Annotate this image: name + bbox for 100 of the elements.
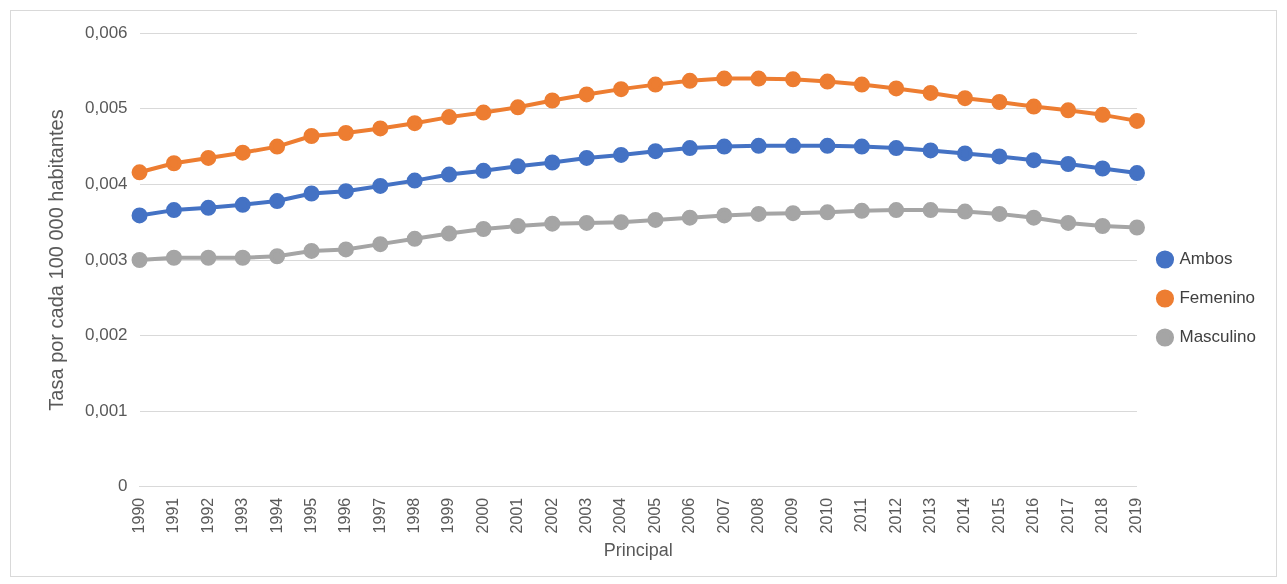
point	[785, 71, 802, 88]
x-tick-label: 2016	[1024, 497, 1042, 534]
point	[613, 214, 630, 231]
x-tick-label: 2006	[680, 497, 698, 534]
point	[372, 120, 389, 137]
point	[406, 230, 423, 247]
point	[819, 137, 836, 154]
y-tick-label: 0,004	[84, 174, 128, 194]
point	[922, 202, 939, 219]
legend-label: Ambos	[1179, 249, 1233, 269]
x-tick-label: 2010	[817, 497, 835, 534]
point	[269, 193, 286, 210]
point	[475, 221, 492, 238]
point	[750, 137, 767, 154]
point	[1060, 155, 1077, 172]
point	[441, 109, 458, 126]
x-tick-label: 2014	[955, 497, 973, 534]
point	[269, 138, 286, 155]
x-tick-label: 2000	[473, 497, 491, 534]
point	[957, 90, 973, 107]
x-tick-label: 2009	[783, 497, 801, 534]
point	[716, 70, 733, 87]
point	[1025, 209, 1042, 226]
point	[957, 203, 973, 220]
x-tick-label: 2002	[542, 497, 560, 534]
point	[544, 154, 561, 171]
point	[1094, 160, 1111, 177]
point	[509, 158, 526, 175]
x-tick-label: 2019	[1127, 497, 1145, 534]
point	[785, 137, 802, 154]
point	[337, 124, 354, 141]
point	[922, 84, 939, 101]
x-tick-label: 1996	[336, 497, 354, 534]
point	[406, 115, 423, 132]
point	[1025, 98, 1042, 115]
legend-label: Femenino	[1179, 288, 1256, 308]
point	[991, 148, 1008, 165]
point	[750, 205, 767, 222]
point	[165, 202, 182, 219]
point	[200, 199, 217, 216]
point	[131, 164, 148, 181]
point	[922, 142, 939, 159]
point	[578, 149, 595, 166]
x-tick-label: 1999	[439, 497, 457, 534]
point	[681, 72, 698, 89]
point	[957, 145, 973, 162]
point	[234, 196, 251, 213]
point	[716, 138, 733, 155]
point	[475, 162, 492, 179]
x-tick-label: 1998	[405, 497, 423, 534]
x-tick-label: 1990	[129, 497, 147, 534]
point	[372, 236, 389, 253]
point	[888, 80, 905, 97]
point	[475, 104, 492, 121]
point	[234, 144, 251, 161]
x-tick-label: 1993	[233, 497, 251, 534]
point	[544, 92, 561, 109]
point	[888, 140, 905, 157]
point	[200, 249, 217, 266]
point	[441, 166, 458, 183]
point	[165, 155, 182, 172]
point	[337, 241, 354, 258]
point	[853, 76, 870, 93]
point	[303, 242, 320, 259]
point	[1094, 106, 1111, 123]
point	[509, 217, 526, 234]
y-tick-label: 0,001	[84, 400, 128, 420]
legend-label: Masculino	[1179, 327, 1257, 347]
point	[578, 214, 595, 231]
point	[578, 86, 595, 103]
point	[372, 177, 389, 194]
point	[509, 99, 526, 116]
point	[544, 215, 561, 232]
point	[234, 249, 251, 266]
point	[337, 183, 354, 200]
point	[647, 211, 664, 228]
point	[1128, 165, 1145, 182]
point	[1094, 217, 1111, 234]
point	[647, 143, 664, 160]
y-tick-label: 0,006	[84, 22, 128, 42]
point	[1025, 152, 1042, 169]
point	[131, 207, 148, 224]
x-tick-label: 2015	[989, 497, 1007, 534]
x-tick-label: 2012	[886, 497, 904, 534]
point	[1060, 102, 1077, 119]
x-tick-label: 2007	[714, 497, 732, 534]
y-tick-label: 0,003	[84, 249, 128, 269]
point	[991, 94, 1008, 110]
point	[269, 248, 286, 265]
y-tick-label: 0	[118, 476, 128, 496]
point	[888, 202, 905, 219]
point	[647, 76, 664, 93]
x-tick-label: 2003	[577, 497, 595, 534]
x-tick-label: 1992	[198, 497, 216, 534]
point	[200, 149, 217, 166]
x-tick-label: 2005	[645, 497, 663, 534]
y-tick-label: 0,002	[84, 325, 128, 345]
x-tick-label: 1991	[164, 497, 182, 534]
point	[716, 207, 733, 224]
point	[1128, 219, 1145, 236]
